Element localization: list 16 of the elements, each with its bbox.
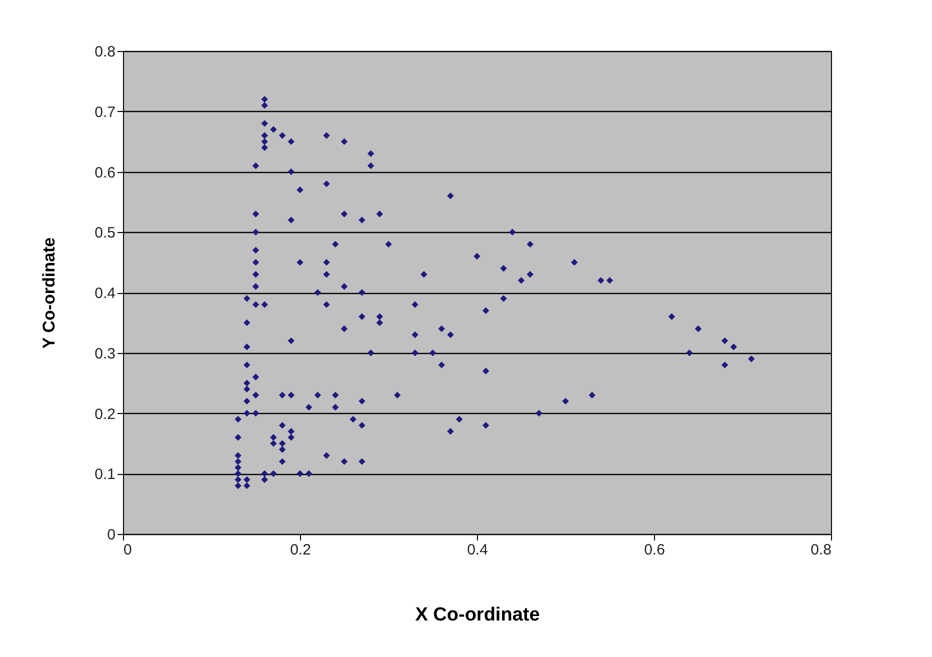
y-tick-label: 0.6 [94, 164, 116, 182]
x-tick-label: 0.6 [644, 542, 665, 558]
x-tick-label: 0.4 [467, 542, 488, 558]
x-tick-label: 0 [124, 542, 132, 558]
y-tick-label: 0.8 [94, 44, 116, 60]
y-tick-label: 0.5 [94, 224, 116, 242]
y-tick-label: 0.3 [94, 345, 116, 362]
x-tick-label: 0.8 [810, 542, 832, 558]
y-tick-label: 0.4 [94, 285, 116, 302]
y-axis-title: Y Co-ordinate [40, 237, 59, 349]
x-axis-title: X Co-ordinate [415, 604, 540, 626]
y-tick-label: 0.7 [94, 104, 116, 121]
y-tick-label: 0.2 [94, 406, 116, 423]
y-tick-label: 0 [107, 526, 116, 544]
y-tick-label: 0.1 [94, 466, 116, 484]
x-tick-label: 0.2 [290, 542, 311, 558]
